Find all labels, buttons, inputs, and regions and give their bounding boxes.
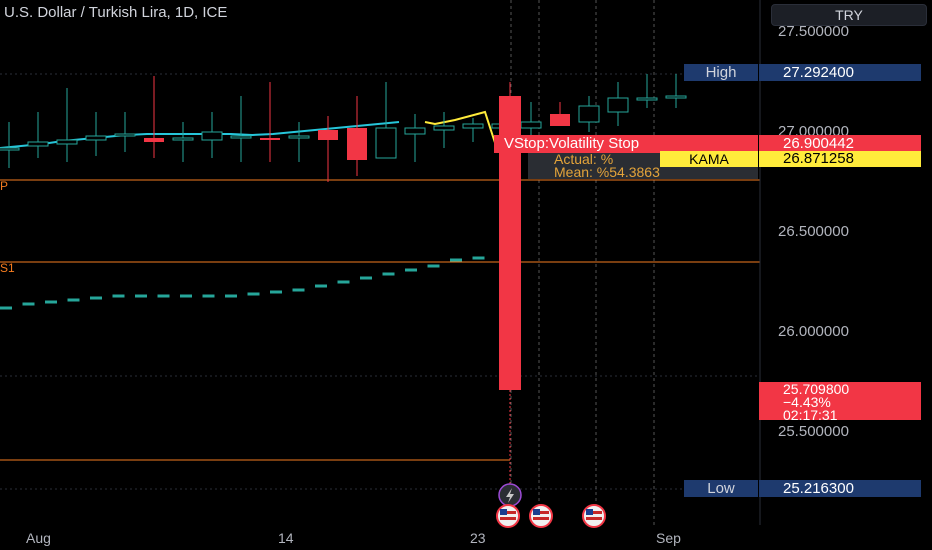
currency-button[interactable]: TRY xyxy=(771,4,927,26)
lightning-icon xyxy=(506,488,514,503)
us-flag-stripe xyxy=(533,511,549,514)
vstop-label: VStop:Volatility Stop xyxy=(494,135,758,153)
kama-series xyxy=(424,110,499,153)
y-tick-label: 26.000000 xyxy=(778,323,849,340)
us-flag-canton xyxy=(533,509,540,515)
x-tick-label: Aug xyxy=(26,530,51,546)
us-flag-stripe xyxy=(586,511,602,514)
candle-body xyxy=(462,123,484,129)
us-flag-stripe xyxy=(500,517,516,520)
candle-body xyxy=(347,128,367,160)
volatility-stop-series xyxy=(0,256,485,310)
x-tick-label: 14 xyxy=(278,530,294,546)
us-flag-stripe xyxy=(500,511,516,514)
us-flag-canton xyxy=(500,509,507,515)
mean-line: Mean: %54.3863 xyxy=(554,164,660,179)
y-tick-label: 27.500000 xyxy=(778,23,849,40)
candle-body xyxy=(85,135,107,141)
candle-body xyxy=(578,105,600,123)
us-flag-icon xyxy=(496,504,520,528)
high-label: High xyxy=(684,64,758,81)
candle-body xyxy=(550,114,570,126)
pivot-p-label: P xyxy=(0,179,9,193)
x-tick-label: 23 xyxy=(470,530,486,546)
event-markers xyxy=(496,483,606,528)
x-tick-label: Sep xyxy=(656,530,681,546)
us-flag-canton xyxy=(586,509,593,515)
y-tick-label: 25.500000 xyxy=(778,423,849,440)
candle-body xyxy=(144,138,164,142)
price-change: −4.43% xyxy=(783,394,831,410)
candle-body xyxy=(520,121,542,129)
candle-body xyxy=(607,97,629,113)
high-value: 27.292400 xyxy=(759,64,921,81)
grid-lines xyxy=(0,0,760,525)
candle-body xyxy=(499,96,521,390)
candle-body xyxy=(404,127,426,135)
low-value: 25.216300 xyxy=(759,480,921,497)
last-price-box: 25.709800 −4.43% 02:17:31 xyxy=(759,381,921,423)
us-flag-stripe xyxy=(533,517,549,520)
candle-body xyxy=(665,95,687,99)
candle-body xyxy=(260,138,280,140)
us-flag-stripe xyxy=(586,517,602,520)
kama-value: 26.871258 xyxy=(759,151,921,167)
candle-body xyxy=(172,137,194,141)
us-flag-icon xyxy=(529,504,553,528)
us-flag-icon xyxy=(582,504,606,528)
candlestick-series xyxy=(0,74,687,485)
candle-body xyxy=(27,141,49,147)
candle-body xyxy=(433,125,455,131)
pivot-s1-label: S1 xyxy=(0,261,15,275)
candle-body xyxy=(0,147,20,151)
last-price: 25.709800 xyxy=(783,381,850,397)
chart-title: U.S. Dollar / Turkish Lira, 1D, ICE xyxy=(4,4,228,21)
candle-body xyxy=(56,139,78,145)
kama-label: KAMA xyxy=(660,151,758,167)
candle-body xyxy=(318,130,338,140)
vstop-value: 26.900442 xyxy=(759,135,921,153)
candle-body xyxy=(201,131,223,141)
pivot-levels xyxy=(0,179,760,263)
bar-countdown: 02:17:31 xyxy=(783,407,838,423)
candle-body xyxy=(114,133,136,137)
low-label: Low xyxy=(684,480,758,497)
y-tick-label: 26.500000 xyxy=(778,223,849,240)
candle-body xyxy=(288,135,310,139)
candle-body xyxy=(636,97,658,101)
candle-body xyxy=(375,127,397,159)
candle-body xyxy=(230,135,252,139)
actual-line: Actual: % xyxy=(554,153,614,167)
kama-line xyxy=(424,110,499,153)
